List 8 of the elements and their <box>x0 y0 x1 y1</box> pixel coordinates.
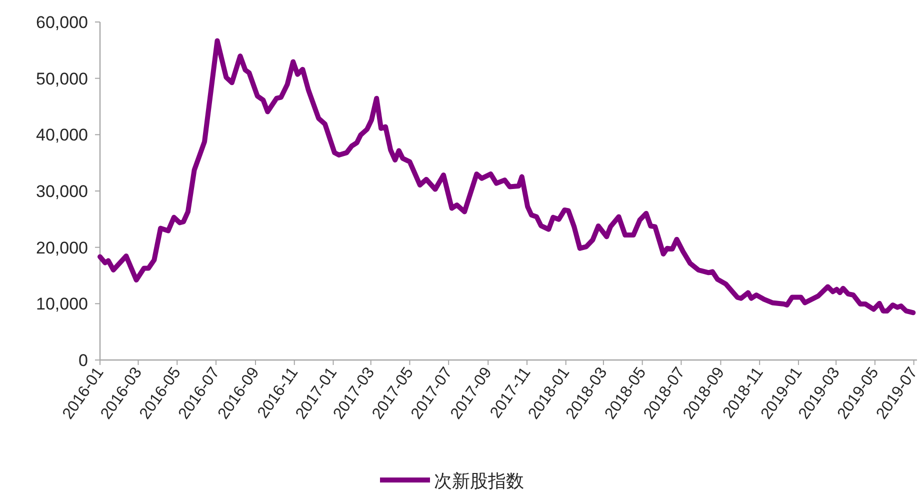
legend-label: 次新股指数 <box>434 471 524 491</box>
y-tick-label: 10,000 <box>36 294 88 314</box>
y-tick-label: 30,000 <box>36 182 88 201</box>
y-tick-label: 50,000 <box>36 69 88 88</box>
y-tick-label: 60,000 <box>36 13 88 32</box>
y-tick-label: 0 <box>78 351 88 370</box>
y-tick-label: 40,000 <box>36 126 88 145</box>
y-tick-label: 20,000 <box>36 238 88 258</box>
